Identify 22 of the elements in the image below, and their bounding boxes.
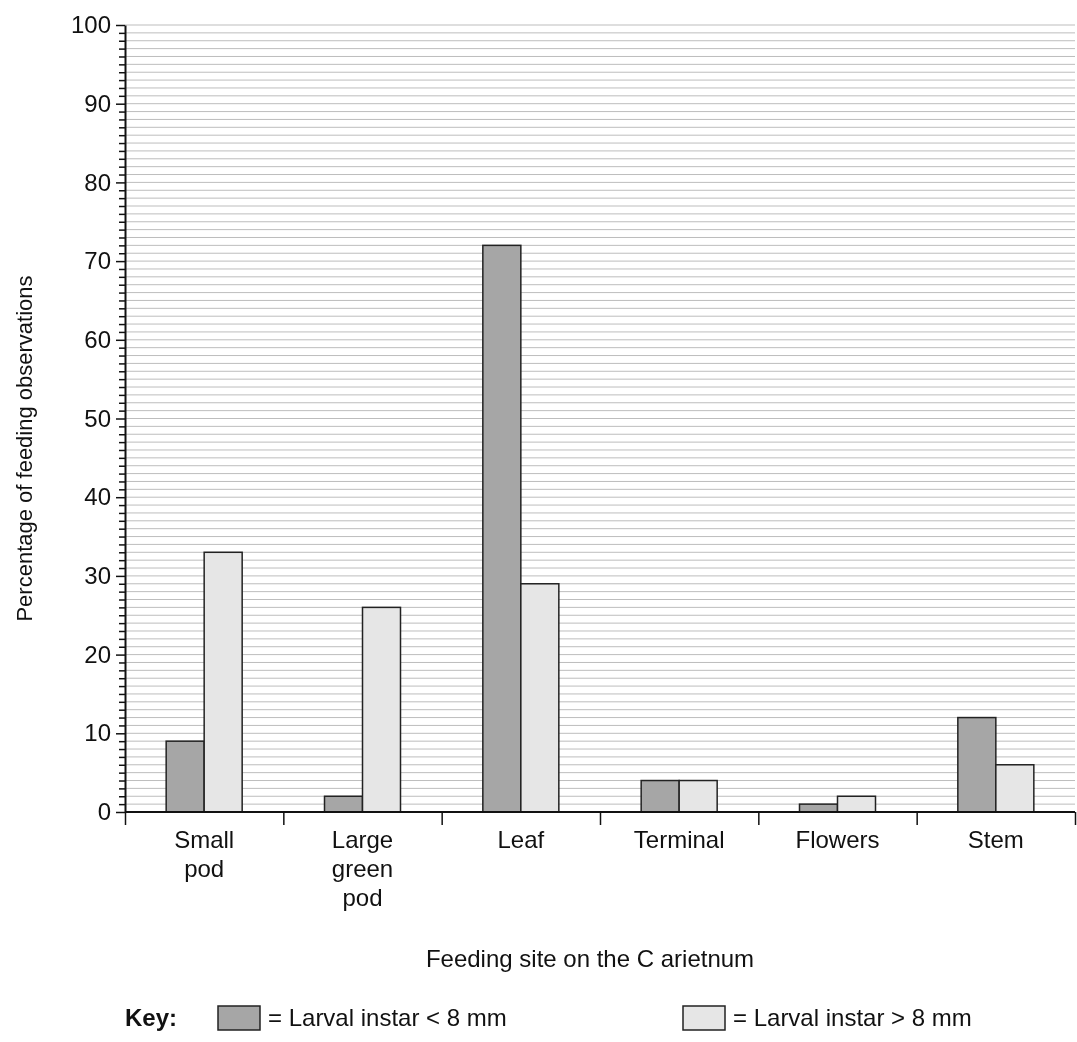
y-tick-label: 50 [84, 404, 111, 432]
x-tick-label: Terminal [633, 826, 725, 853]
legend-title: Key: [125, 1004, 178, 1031]
x-tick-label: Small pod [174, 826, 235, 882]
y-tick-label: 70 [84, 247, 111, 275]
y-tick-label: 40 [84, 483, 111, 511]
x-tick-label: Stem [967, 826, 1024, 853]
y-tick-label: 60 [84, 325, 111, 353]
y-tick-label: 10 [84, 719, 111, 747]
y-tick-label: 20 [84, 640, 111, 668]
x-tick-label: Leaf [497, 826, 545, 853]
y-tick-label: 0 [97, 798, 111, 826]
y-tick-label: 100 [70, 11, 111, 39]
x-tick-label: Flowers [795, 826, 880, 853]
y-tick-label: 90 [84, 89, 111, 117]
y-axis-title: Percentage of feeding observations [12, 275, 37, 622]
y-tick-label: 80 [84, 168, 111, 196]
legend-label: = Larval instar > 8 mm [733, 1004, 972, 1031]
x-tick-label: Large green pod [331, 826, 394, 911]
legend-label: = Larval instar < 8 mm [268, 1004, 507, 1031]
x-axis-title: Feeding site on the C arietnum [425, 945, 755, 972]
y-tick-label: 30 [84, 562, 111, 590]
